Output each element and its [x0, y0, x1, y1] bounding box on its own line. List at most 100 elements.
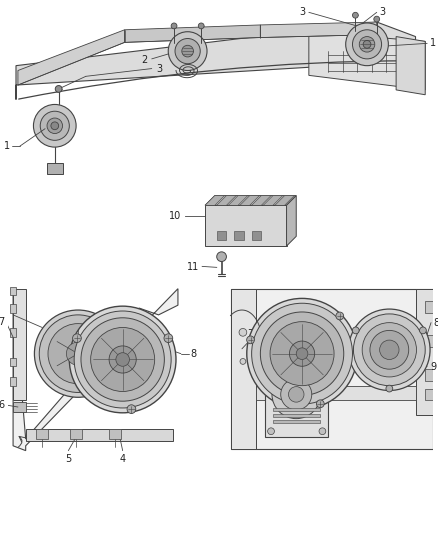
- Circle shape: [127, 405, 136, 414]
- Circle shape: [39, 315, 117, 392]
- Circle shape: [380, 340, 399, 359]
- Circle shape: [290, 341, 314, 366]
- Circle shape: [346, 23, 389, 66]
- Circle shape: [370, 330, 409, 369]
- Polygon shape: [10, 377, 16, 386]
- Polygon shape: [260, 22, 377, 37]
- Polygon shape: [240, 196, 259, 205]
- Polygon shape: [265, 361, 328, 437]
- Polygon shape: [416, 289, 433, 415]
- Polygon shape: [273, 419, 321, 423]
- Circle shape: [47, 118, 63, 134]
- Circle shape: [33, 104, 76, 147]
- Circle shape: [247, 336, 254, 344]
- Circle shape: [420, 327, 426, 334]
- Polygon shape: [205, 205, 286, 246]
- Circle shape: [67, 342, 90, 365]
- Circle shape: [352, 327, 359, 334]
- Polygon shape: [252, 230, 261, 240]
- Circle shape: [374, 16, 380, 22]
- Polygon shape: [36, 429, 48, 439]
- Circle shape: [268, 364, 275, 370]
- Text: 2: 2: [141, 55, 148, 65]
- Polygon shape: [13, 289, 26, 400]
- Polygon shape: [273, 414, 321, 417]
- Circle shape: [319, 364, 326, 370]
- Polygon shape: [231, 289, 255, 449]
- Polygon shape: [124, 25, 260, 43]
- Text: 3: 3: [300, 7, 306, 18]
- Polygon shape: [425, 335, 433, 347]
- Polygon shape: [205, 196, 296, 205]
- Polygon shape: [10, 358, 16, 366]
- Circle shape: [91, 327, 155, 391]
- Text: 10: 10: [169, 211, 181, 221]
- Text: 1: 1: [4, 141, 10, 151]
- Circle shape: [281, 379, 312, 410]
- Polygon shape: [252, 196, 271, 205]
- Circle shape: [81, 318, 164, 401]
- Polygon shape: [217, 196, 236, 205]
- Circle shape: [353, 30, 381, 59]
- Circle shape: [74, 311, 171, 408]
- Polygon shape: [217, 230, 226, 240]
- Text: 7: 7: [0, 317, 4, 327]
- Polygon shape: [425, 301, 433, 313]
- Circle shape: [268, 428, 275, 434]
- Circle shape: [164, 334, 173, 343]
- Text: 8: 8: [433, 318, 438, 328]
- Circle shape: [272, 370, 321, 418]
- Text: 4: 4: [120, 454, 126, 464]
- Polygon shape: [70, 429, 82, 439]
- Polygon shape: [231, 289, 433, 449]
- Circle shape: [55, 85, 62, 92]
- Polygon shape: [10, 287, 16, 295]
- Polygon shape: [13, 402, 26, 412]
- Polygon shape: [425, 369, 433, 381]
- Circle shape: [35, 310, 122, 397]
- Polygon shape: [10, 304, 16, 313]
- Polygon shape: [263, 196, 283, 205]
- Circle shape: [73, 334, 81, 343]
- Circle shape: [198, 23, 204, 29]
- Text: 7: 7: [247, 329, 254, 340]
- Circle shape: [252, 303, 353, 404]
- Circle shape: [336, 312, 344, 320]
- Circle shape: [319, 428, 326, 434]
- Circle shape: [116, 353, 130, 366]
- Polygon shape: [109, 429, 121, 439]
- Text: 3: 3: [380, 7, 386, 18]
- Polygon shape: [18, 30, 124, 85]
- Polygon shape: [309, 32, 425, 90]
- Circle shape: [239, 328, 247, 336]
- Text: 3: 3: [157, 63, 163, 74]
- Text: 5: 5: [65, 454, 71, 464]
- Polygon shape: [26, 429, 173, 441]
- Circle shape: [109, 346, 136, 373]
- Circle shape: [362, 322, 417, 377]
- Circle shape: [386, 385, 393, 392]
- Circle shape: [353, 314, 425, 386]
- Circle shape: [296, 348, 308, 359]
- Polygon shape: [228, 196, 248, 205]
- Circle shape: [217, 252, 226, 262]
- Circle shape: [182, 45, 194, 57]
- Circle shape: [175, 38, 200, 64]
- Circle shape: [247, 298, 357, 409]
- Polygon shape: [13, 289, 178, 450]
- Circle shape: [51, 122, 59, 130]
- Polygon shape: [16, 22, 416, 100]
- Polygon shape: [205, 196, 225, 205]
- Text: 8: 8: [191, 349, 197, 359]
- Circle shape: [359, 37, 375, 52]
- Circle shape: [289, 386, 304, 402]
- Polygon shape: [286, 196, 296, 246]
- Polygon shape: [47, 163, 63, 174]
- Circle shape: [168, 32, 207, 70]
- Text: 6: 6: [0, 400, 4, 410]
- Circle shape: [48, 324, 108, 384]
- Polygon shape: [255, 386, 416, 400]
- Circle shape: [240, 359, 246, 365]
- Circle shape: [40, 111, 69, 140]
- Text: 1: 1: [430, 38, 436, 49]
